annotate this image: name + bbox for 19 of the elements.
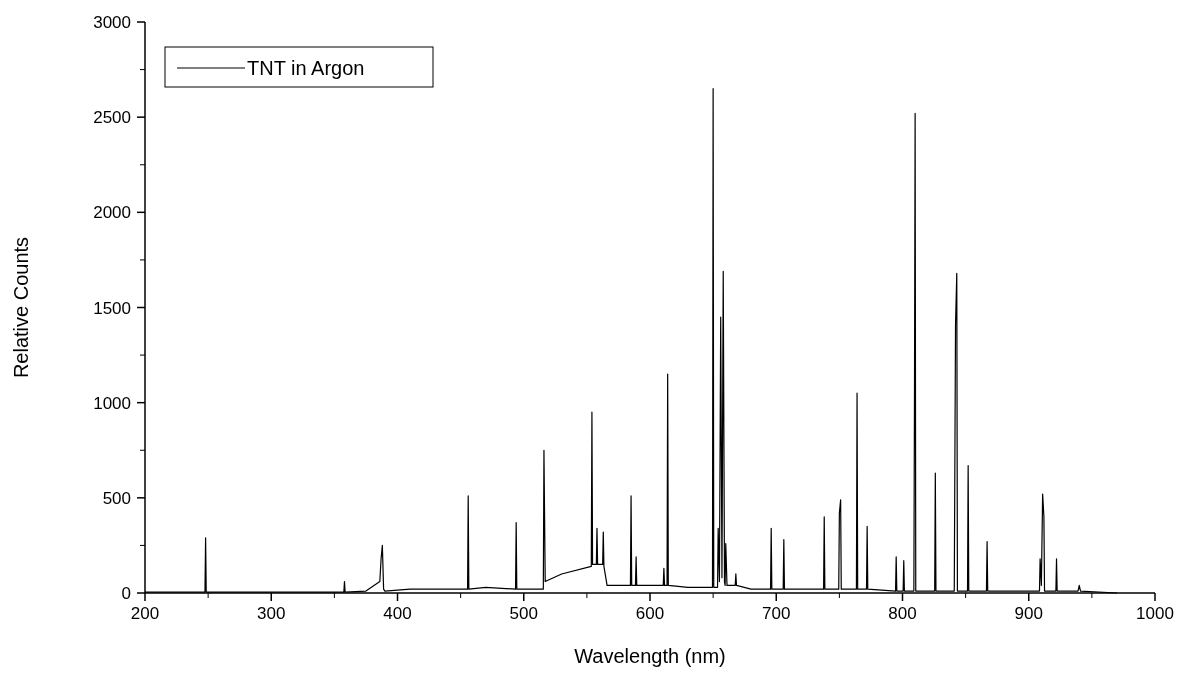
x-tick-label: 400 — [383, 604, 412, 623]
x-tick-label: 700 — [762, 604, 791, 623]
x-tick-label: 200 — [130, 604, 160, 623]
x-axis-title: Wavelength (nm) — [574, 645, 726, 667]
x-tick-label: 900 — [1014, 604, 1043, 623]
y-tick-label: 1500 — [93, 298, 131, 318]
x-tick-label: 300 — [257, 604, 286, 623]
x-tick-label: 600 — [635, 604, 665, 623]
y-tick-label: 0 — [121, 584, 131, 603]
y-axis-title: Relative Counts — [10, 236, 32, 379]
legend-label: TNT in Argon — [247, 57, 365, 79]
y-tick-label: 2500 — [93, 108, 131, 128]
y-tick-label: 1000 — [93, 393, 131, 413]
y-tick-label: 2000 — [93, 203, 131, 223]
y-tick-label: 500 — [102, 488, 131, 508]
x-tick-label: 500 — [509, 604, 538, 623]
x-tick-label: 800 — [888, 604, 917, 623]
y-tick-label: 3000 — [93, 13, 131, 32]
x-tick-label: 1000 — [1136, 604, 1174, 623]
